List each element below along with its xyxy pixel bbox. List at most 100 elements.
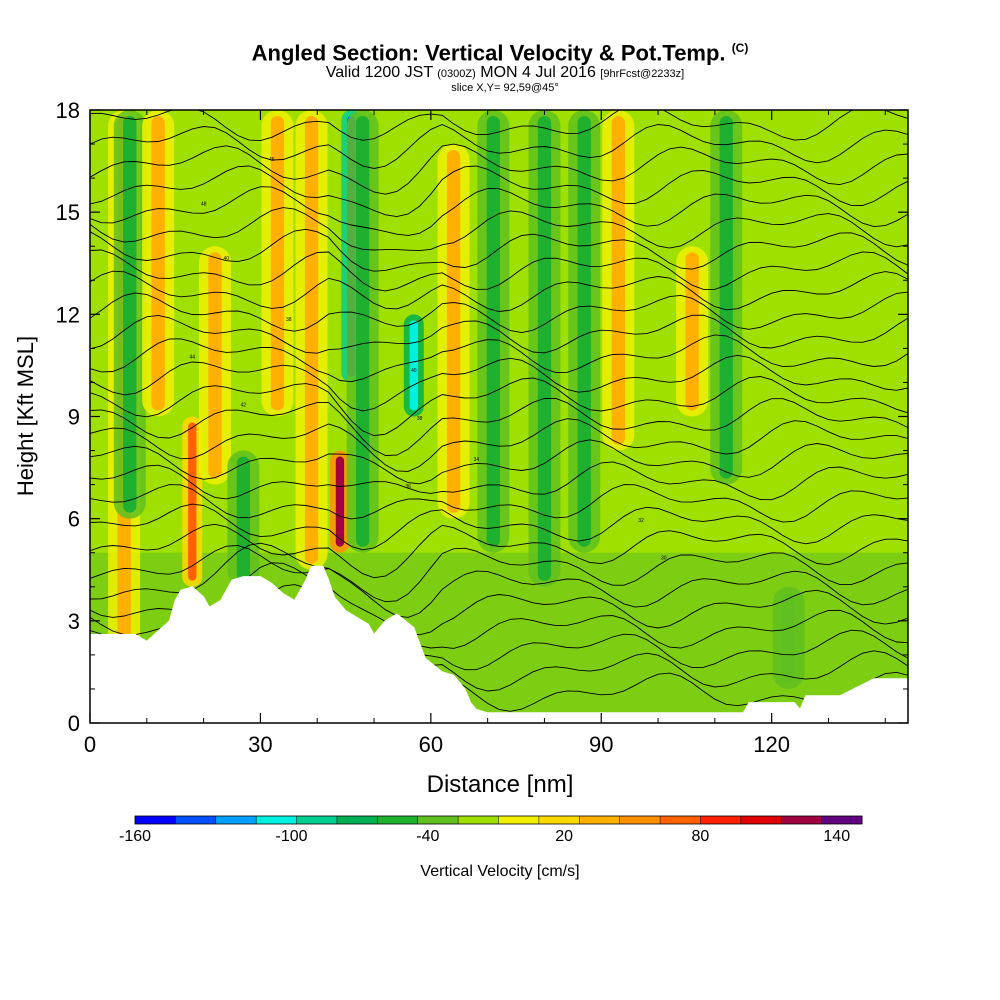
velocity-feature-core — [486, 116, 500, 547]
theta-contour-line — [90, 249, 908, 292]
theta-contour-label: 46 — [269, 157, 275, 163]
theta-contour-label: 48 — [201, 201, 207, 207]
theta-contour-line — [90, 334, 908, 383]
velocity-feature-core — [208, 252, 222, 479]
velocity-feature-core — [335, 456, 345, 547]
colorbar-label: 20 — [555, 828, 574, 845]
colorbar-swatch — [377, 816, 419, 824]
y-tick-label: 9 — [68, 405, 80, 430]
colorbar-label: 80 — [691, 828, 710, 845]
y-tick-label: 6 — [68, 507, 80, 532]
valid-time-utc: (0300Z) — [437, 68, 476, 81]
velocity-feature-core — [188, 422, 197, 581]
y-tick-label: 15 — [56, 200, 80, 225]
y-tick-label: 12 — [56, 302, 80, 327]
chart-title: Angled Section: Vertical Velocity & Pot.… — [0, 36, 1000, 65]
theta-contour-line — [90, 110, 908, 142]
y-tick-label: 3 — [68, 609, 80, 634]
colorbar-label: -160 — [118, 828, 152, 845]
velocity-feature-core — [409, 320, 418, 411]
colorbar-label: 140 — [823, 828, 851, 845]
theta-contour-line — [90, 165, 908, 218]
colorbar-swatch — [579, 816, 621, 824]
y-axis-label: Height [Kft MSL] — [13, 336, 38, 496]
slice-info: slice X,Y= 92,59@45° — [451, 82, 559, 95]
colorbar-swatch — [336, 816, 378, 824]
theta-contours: 46 48 40 38 44 42 40 38 36 34 32 30 — [90, 110, 908, 712]
theta-contour-label: 36 — [405, 484, 411, 490]
theta-contour-line — [90, 461, 908, 501]
colorbar-swatch — [781, 816, 823, 824]
theta-contour-label: 34 — [473, 457, 479, 463]
colorbar-swatch — [256, 816, 298, 824]
velocity-feature-core — [685, 252, 699, 411]
theta-contour-line — [90, 418, 908, 472]
theta-contour-line — [90, 228, 908, 272]
theta-contour-line — [90, 503, 908, 551]
theta-contour-line — [90, 545, 908, 603]
velocity-feature-core — [356, 116, 370, 547]
colorbar-label: -40 — [416, 828, 440, 845]
colorbar-swatch — [740, 816, 782, 824]
theta-contour-line — [90, 484, 908, 523]
velocity-feature-core — [151, 116, 165, 411]
x-tick-label: 90 — [589, 732, 613, 757]
theta-contour-label: 32 — [638, 518, 644, 524]
y-tick-label: 0 — [68, 711, 80, 736]
colorbar-swatch — [660, 816, 701, 824]
velocity-feature-core — [611, 116, 625, 445]
theta-contour-line — [90, 124, 908, 169]
valid-time-jst: Valid 1200 JST — [325, 64, 433, 82]
chart-title-suffix: (C) — [731, 41, 749, 55]
terrain-mask — [90, 565, 908, 723]
chart-title-main: Angled Section: Vertical Velocity & Pot.… — [251, 40, 726, 66]
theta-contour-line — [90, 439, 908, 485]
velocity-feature-core — [123, 116, 137, 513]
theta-contour-line — [90, 376, 908, 437]
terrain — [90, 565, 908, 723]
theta-contour-line — [90, 186, 908, 236]
colorbar-swatch — [175, 816, 217, 824]
chart-subtitle: Valid 1200 JST (0300Z) MON 4 Jul 2016 [9… — [10, 65, 1000, 82]
colorbar-swatch — [417, 816, 459, 824]
colorbar-swatch — [296, 816, 338, 824]
colorbar-title: Vertical Velocity [cm/s] — [420, 863, 580, 880]
colorbar-label: -100 — [275, 828, 308, 845]
theta-contour-label: 38 — [417, 416, 423, 422]
theta-contour-label: 42 — [241, 402, 247, 408]
theta-contour-line — [90, 542, 908, 618]
velocity-feature-core — [236, 456, 251, 581]
theta-contour-line — [90, 397, 908, 456]
x-axis-label: Distance [nm] — [427, 771, 574, 798]
theta-contour-line — [90, 523, 908, 579]
theta-contour-label: 40 — [411, 368, 417, 374]
theta-contour-label: 38 — [286, 317, 292, 323]
colorbar-swatch — [498, 816, 540, 824]
x-tick-label: 120 — [753, 732, 790, 757]
colorbar-swatch — [821, 816, 863, 824]
velocity-feature-core — [304, 116, 319, 564]
theta-contour-line — [90, 270, 908, 312]
theta-contour-line — [90, 207, 908, 252]
theta-contour-line — [90, 314, 908, 354]
colorbar-swatch — [619, 816, 661, 824]
velocity-feature-core — [782, 592, 796, 683]
colorbar-swatch — [700, 816, 742, 824]
theta-contour-line — [90, 143, 908, 195]
theta-contour-label: 44 — [189, 355, 195, 361]
x-tick-label: 0 — [84, 732, 96, 757]
velocity-feature-core — [270, 116, 285, 411]
valid-date: MON 4 Jul 2016 — [480, 64, 596, 82]
theta-contour-line — [90, 354, 908, 412]
colorbar-swatch — [538, 816, 580, 824]
theta-contour-label: 40 — [224, 256, 230, 262]
theta-contour-label: 30 — [661, 556, 667, 562]
velocity-feature-core — [577, 116, 591, 547]
x-tick-label: 30 — [248, 732, 272, 757]
colorbar-swatch — [135, 816, 176, 824]
chart-title-block: Angled Section: Vertical Velocity & Pot.… — [0, 36, 1000, 95]
theta-contour-line — [90, 291, 908, 334]
x-tick-label: 60 — [419, 732, 443, 757]
